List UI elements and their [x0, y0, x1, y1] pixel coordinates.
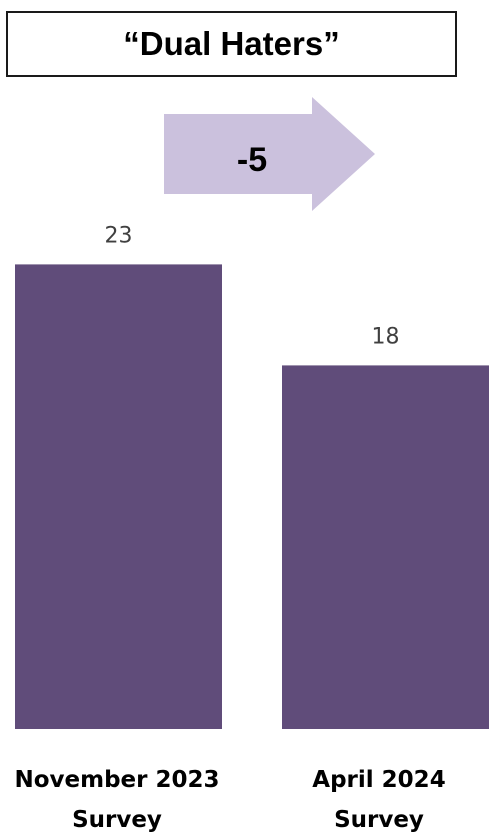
value-label-april-2024: 18	[372, 324, 400, 349]
category-label-line: Survey	[72, 807, 162, 833]
bar-november-2023	[15, 264, 222, 729]
category-label-line: Survey	[334, 807, 424, 833]
value-label-november-2023: 23	[105, 223, 133, 248]
chart-title: “Dual Haters”	[6, 11, 457, 77]
category-label-november-2023: November 2023 Survey	[0, 760, 237, 840]
change-arrow	[164, 97, 375, 211]
bar-april-2024	[282, 365, 489, 729]
category-label-line: April 2024	[312, 767, 446, 793]
category-label-april-2024: April 2024 Survey	[259, 760, 490, 840]
category-label-line: November 2023	[14, 767, 220, 793]
change-label: -5	[237, 141, 267, 179]
